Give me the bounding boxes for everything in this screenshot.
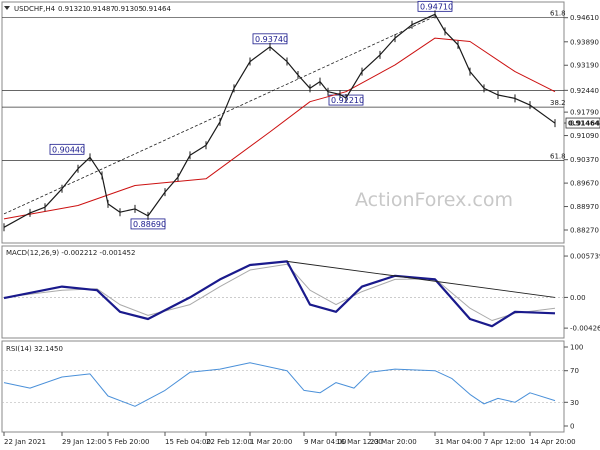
ohlc-close: 0.91464 (142, 5, 171, 13)
series-line (3, 260, 556, 328)
series-line (3, 362, 556, 407)
current-price-box (565, 117, 600, 129)
swing-label-box (49, 143, 85, 155)
watermark: ActionForex.com (355, 189, 513, 211)
macd-panel (1, 245, 565, 339)
y-tick-label: 0.88970 (570, 203, 599, 211)
price-trendline (3, 15, 436, 215)
macd-title: MACD(12,26,9) -0.002212 -0.001452 (6, 249, 135, 257)
x-tick-label: 22 Feb 12:00 (206, 438, 252, 446)
macd-trendline (286, 260, 556, 298)
x-tick-label: 23 Mar 20:00 (370, 438, 417, 446)
x-tick-label: 15 Feb 04:00 (165, 438, 211, 446)
y-tick-label: 0.89670 (570, 180, 599, 188)
y-tick-label: 70 (570, 367, 579, 375)
y-tick-label: 0.90370 (570, 156, 599, 164)
x-tick-label: 5 Feb 20:00 (108, 438, 149, 446)
ohlc-open: 0.91321 (58, 5, 87, 13)
swing-label: 0.90440 (52, 145, 85, 154)
y-tick-label: 100 (570, 344, 583, 352)
y-tick-label: 0.00 (570, 294, 586, 302)
ohlc-low: 0.91305 (114, 5, 143, 13)
series-line (3, 263, 556, 321)
y-tick-label: 0.91790 (570, 109, 599, 117)
y-tick-label: 0.92440 (570, 87, 599, 95)
swing-label: 0.94710 (420, 2, 453, 11)
y-tick-label: 0.91090 (570, 132, 599, 140)
y-tick-label: 30 (570, 399, 579, 407)
y-tick-label: 0.91464 (570, 120, 599, 128)
y-tick-label: 0.93890 (570, 38, 599, 46)
fib-label: 61.8 (550, 152, 566, 160)
x-tick-label: 29 Jan 12:00 (62, 438, 106, 446)
series-line (3, 37, 556, 220)
x-tick-label: 16 Mar 12:00 (336, 438, 383, 446)
ohlc-high: 0.91487 (86, 5, 115, 13)
x-tick-label: 9 Mar 04:00 (304, 438, 346, 446)
chart-symbol: USDCHF,H4 (14, 5, 56, 13)
y-tick-label: 0.005739 (570, 253, 600, 261)
x-tick-label: 1 Mar 20:00 (250, 438, 292, 446)
swing-label: 0.88690 (133, 220, 166, 229)
rsi-title: RSI(14) 32.1450 (6, 345, 63, 353)
y-tick-label: 0.93190 (570, 62, 599, 70)
fib-label: 61.8 (550, 10, 566, 18)
x-tick-label: 7 Apr 12:00 (484, 438, 525, 446)
y-tick-label: 0.88270 (570, 226, 599, 234)
y-tick-label: 0 (570, 423, 574, 431)
x-tick-label: 14 Apr 20:00 (530, 438, 576, 446)
rsi-panel (1, 340, 565, 433)
y-tick-label: 0.94610 (570, 14, 599, 22)
dropdown-arrow-icon (4, 6, 10, 10)
current-price-label: 0.91464 (568, 120, 600, 128)
x-tick-label: 31 Mar 04:00 (435, 438, 482, 446)
fib-label: 38.2 (550, 99, 566, 107)
swing-label: 0.93740 (255, 35, 288, 44)
x-tick-label: 22 Jan 2021 (4, 438, 46, 446)
swing-label: 0.92210 (331, 96, 364, 105)
